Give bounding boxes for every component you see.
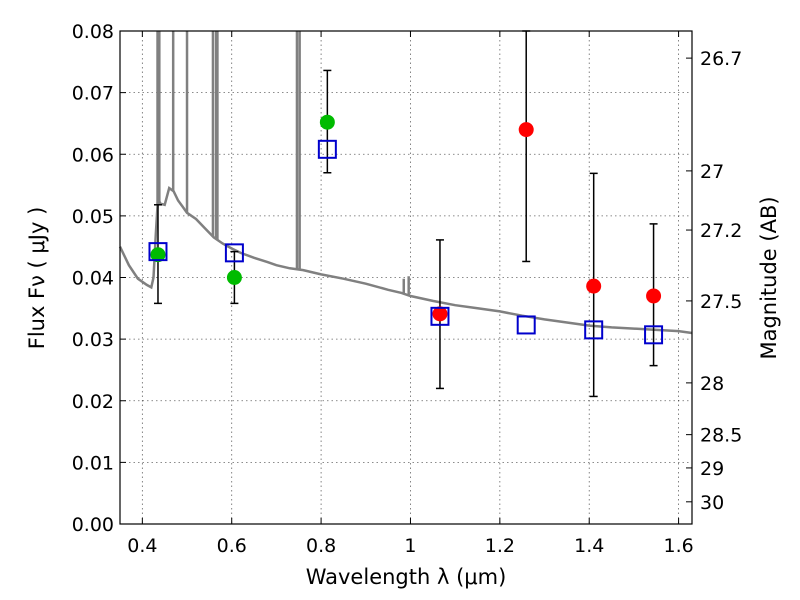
model-point xyxy=(148,242,168,262)
y-axis-label: Flux Fν ( μJy ) xyxy=(25,207,49,350)
y2-tick-label: 29 xyxy=(700,458,724,480)
y-tick-label: 0.07 xyxy=(72,83,114,105)
y2-tick-label: 30 xyxy=(700,492,724,514)
x-tick-label: 1.6 xyxy=(663,535,693,557)
spectrum-line xyxy=(118,186,693,335)
observed-points xyxy=(150,114,662,322)
model-point xyxy=(317,139,337,159)
grid xyxy=(120,30,692,525)
x-tick-label: 0.6 xyxy=(217,535,247,557)
observed-point xyxy=(432,306,448,322)
y-tick-label: 0.08 xyxy=(72,21,114,43)
y2-tick-label: 26.7 xyxy=(700,48,742,70)
observed-point xyxy=(646,288,662,304)
y-tick-label: 0.01 xyxy=(72,452,114,474)
y2-tick-label: 27.2 xyxy=(700,220,742,242)
y-tick-label: 0.03 xyxy=(72,329,114,351)
x-tick-label: 0.4 xyxy=(127,535,157,557)
model-photometry-points xyxy=(148,139,664,345)
observed-point xyxy=(518,122,534,138)
model-spectrum xyxy=(118,31,693,335)
observed-point xyxy=(319,114,335,130)
observed-point xyxy=(226,270,242,285)
y-tick-label: 0.02 xyxy=(72,391,114,413)
y-tick-label: 0.00 xyxy=(72,514,114,536)
y-tick-label: 0.05 xyxy=(72,206,114,228)
y-axis: 0.00 0.01 0.02 0.03 0.04 0.05 0.06 0.07 0.08 xyxy=(72,21,126,536)
x-tick-label: 0.8 xyxy=(306,535,336,557)
model-point xyxy=(584,320,604,340)
y2-axis-label: Magnitude (AB) xyxy=(757,196,781,359)
x-axis-label: Wavelength λ (μm) xyxy=(306,565,507,589)
model-point xyxy=(224,243,244,263)
y2-tick-label: 28.5 xyxy=(700,425,742,447)
y2-tick-label: 28 xyxy=(700,373,724,395)
error-bars xyxy=(153,30,658,398)
y-tick-label: 0.06 xyxy=(72,144,114,166)
y2-tick-label: 27.5 xyxy=(700,291,742,313)
y2-tick-label: 27 xyxy=(700,161,724,183)
model-point xyxy=(430,306,450,326)
model-point xyxy=(516,315,536,335)
x-axis: 0.4 0.6 0.8 1 1.2 1.4 1.6 xyxy=(127,31,694,557)
observed-point xyxy=(586,278,602,294)
y2-axis: 26.7 27 27.2 27.5 28 28.5 29 30 xyxy=(686,48,742,514)
y-tick-label: 0.04 xyxy=(72,268,114,290)
observed-point xyxy=(150,247,166,263)
model-point xyxy=(644,325,664,345)
x-tick-label: 1 xyxy=(404,535,416,557)
x-tick-label: 1.4 xyxy=(574,535,604,557)
x-tick-label: 1.2 xyxy=(485,535,515,557)
